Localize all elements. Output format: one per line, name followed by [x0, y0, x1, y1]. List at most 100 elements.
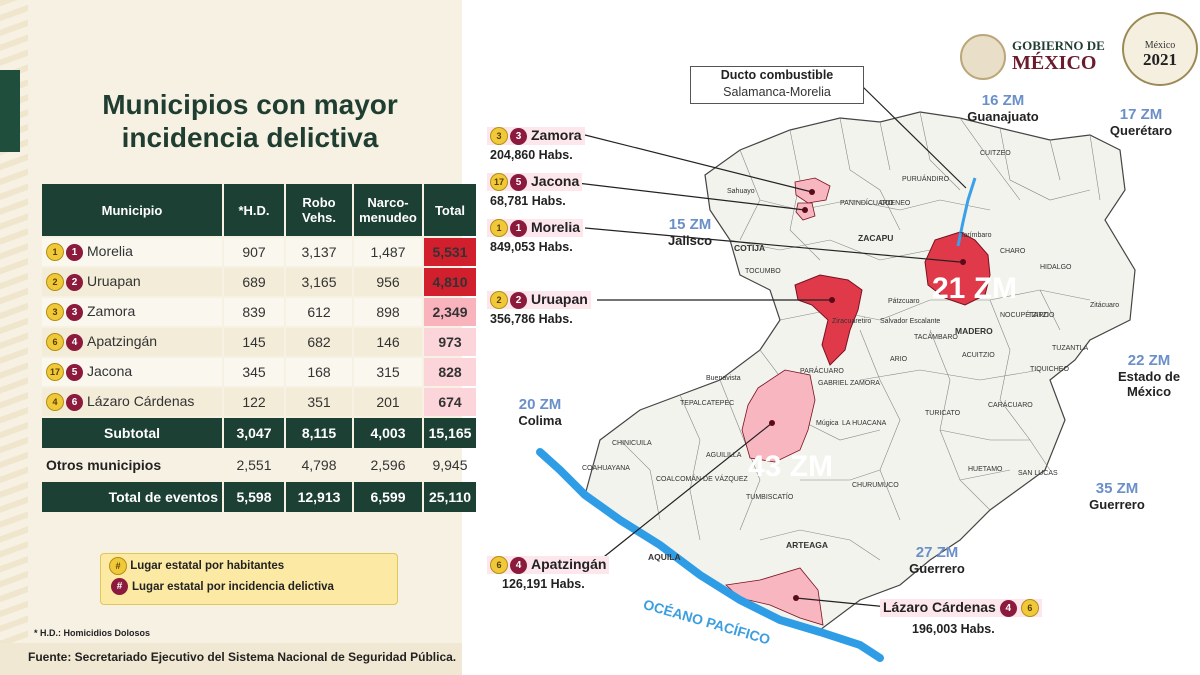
callout-jacona-habs: 68,781 Habs. — [490, 194, 566, 208]
fuel-pipeline — [956, 177, 977, 247]
crime-rank-badge: 4 — [999, 599, 1017, 617]
table-row: 1 1 Morelia 907 3,137 1,487 5,531 — [42, 238, 476, 266]
narco-cell: 201 — [354, 388, 422, 416]
narco-cell: 1,487 — [354, 238, 422, 266]
subtotal-label: Subtotal — [42, 418, 222, 448]
robo-cell: 612 — [286, 298, 352, 326]
town-label: CUITZEO — [980, 150, 1011, 157]
grand-robo: 12,913 — [286, 482, 352, 512]
legend-population: # Lugar estatal por habitantes — [109, 556, 389, 577]
town-label: AQUILA — [648, 552, 681, 562]
gov-line-2: MÉXICO — [1012, 52, 1097, 74]
hd-cell: 839 — [224, 298, 284, 326]
duct-title: Ducto combustible — [720, 68, 834, 82]
col-header-narco: Narco-menudeo — [354, 184, 422, 236]
town-label: ACUITZIO — [962, 352, 995, 359]
hd-cell: 145 — [224, 328, 284, 356]
town-label: LA HUACANA — [842, 420, 887, 427]
callout-zamora: 3 3 Zamora — [487, 127, 585, 146]
population-rank-badge: 1 — [46, 243, 64, 262]
town-label: SAN LUCAS — [1018, 470, 1058, 477]
municipio-cell: 17 5 Jacona — [42, 358, 222, 386]
municipio-name: Lázaro Cárdenas — [87, 392, 195, 409]
legend-population-label: Lugar estatal por habitantes — [130, 560, 285, 572]
subtotal-total: 15,165 — [424, 418, 476, 448]
callout-lazaro-cardenas: Lázaro Cárdenas 4 6 — [880, 599, 1042, 618]
others-hd: 2,551 — [236, 457, 272, 473]
zone-guerrero-east: 35 ZM Guerrero — [1072, 480, 1162, 512]
narco-cell: 315 — [354, 358, 422, 386]
others-label: Otros municipios — [46, 457, 162, 473]
population-rank-badge: 17 — [490, 173, 508, 192]
town-label: TOCUMBO — [745, 268, 781, 275]
subtotal-narco: 4,003 — [354, 418, 422, 448]
government-logo: GOBIERNO DE MÉXICO — [960, 32, 1120, 82]
michoacan-map — [536, 85, 1136, 662]
total-cell: 4,810 — [424, 268, 476, 296]
population-rank-badge: 2 — [490, 291, 508, 310]
bottom-bar — [0, 643, 462, 675]
title-line-1: Municipios con mayor — [102, 89, 398, 120]
coat-of-arms-icon — [960, 34, 1006, 80]
town-label: ZACAPU — [858, 233, 894, 243]
others-total: 9,945 — [432, 457, 468, 473]
callout-uruapan-habs: 356,786 Habs. — [490, 312, 573, 326]
crime-rank-badge: 3 — [510, 127, 527, 145]
zone-count: 17 ZM — [1119, 106, 1163, 123]
table-row: 6 4 Apatzingán 145 682 146 973 — [42, 328, 476, 356]
population-rank-badge: 2 — [46, 273, 64, 292]
grand-total: 25,110 — [424, 482, 476, 512]
legend-crime: # Lugar estatal por incidencia delictiva — [109, 577, 389, 598]
col-header-robo: Robo Vehs. — [286, 184, 352, 236]
callout-name: Lázaro Cárdenas — [883, 599, 996, 615]
table-header-row: Municipio *H.D. Robo Vehs. Narco-menudeo… — [42, 184, 476, 236]
population-rank-badge: 1 — [490, 219, 508, 238]
town-label: COALCOMÁN DE VÁZQUEZ — [656, 476, 748, 483]
zone-queretaro: 17 ZM Querétaro — [1096, 106, 1186, 138]
town-label: COTIJA — [734, 243, 766, 253]
zone-state: Colima — [518, 413, 562, 428]
town-label: Salvador Escalante — [880, 318, 941, 325]
crime-rank-badge: 4 — [66, 333, 83, 351]
total-cell: 5,531 — [424, 238, 476, 266]
population-rank-badge: 6 — [1020, 599, 1039, 618]
zone-state: Guerrero — [1089, 497, 1145, 512]
callout-name: Apatzingán — [531, 556, 607, 572]
municipio-name: Zamora — [87, 302, 136, 319]
zone-count: 16 ZM — [981, 92, 1025, 109]
town-label: TURICATO — [925, 410, 961, 417]
town-label: Pátzcuaro — [888, 298, 920, 305]
col-header-municipio: Municipio — [42, 184, 222, 236]
population-rank-badge: 3 — [490, 127, 508, 146]
crime-rank-badge: # — [111, 578, 128, 596]
municipio-name: Morelia — [87, 242, 133, 259]
town-label: GABRIEL ZAMORA — [818, 380, 880, 387]
callout-name: Zamora — [531, 127, 582, 143]
green-tab-decoration — [0, 70, 20, 152]
total-cell: 973 — [424, 328, 476, 356]
zone-state: Estado de México — [1117, 369, 1181, 399]
gov-line-1: GOBIERNO DE — [1012, 38, 1105, 53]
grand-hd: 5,598 — [224, 482, 284, 512]
hd-cell: 907 — [224, 238, 284, 266]
town-label: Buenavista — [706, 375, 741, 382]
municipio-cell: 3 3 Zamora — [42, 298, 222, 326]
leader-lines — [576, 85, 967, 608]
crime-rank-badge: 1 — [510, 219, 527, 237]
subtotal-robo: 8,115 — [286, 418, 352, 448]
uruapan-region — [794, 274, 863, 366]
col-header-total: Total — [424, 184, 476, 236]
fuel-pipeline-box: Ducto combustible Salamanca-Morelia — [690, 66, 864, 104]
town-label: NOCUPÉTARO — [1000, 312, 1049, 319]
town-label: CHURUMUCO — [852, 482, 899, 489]
table-row: 3 3 Zamora 839 612 898 2,349 — [42, 298, 476, 326]
zone-count: 22 ZM — [1127, 352, 1171, 369]
robo-cell: 3,165 — [286, 268, 352, 296]
callout-lazaro-cardenas-habs: 196,003 Habs. — [912, 622, 995, 636]
subtotal-row: Subtotal 3,047 8,115 4,003 15,165 — [42, 418, 476, 448]
callout-apatzingan-habs: 126,191 Habs. — [502, 577, 585, 591]
callout-zamora-habs: 204,860 Habs. — [490, 148, 573, 162]
robo-cell: 351 — [286, 388, 352, 416]
callout-apatzingan: 6 4 Apatzingán — [487, 556, 610, 575]
municipio-cell: 4 6 Lázaro Cárdenas — [42, 388, 222, 416]
